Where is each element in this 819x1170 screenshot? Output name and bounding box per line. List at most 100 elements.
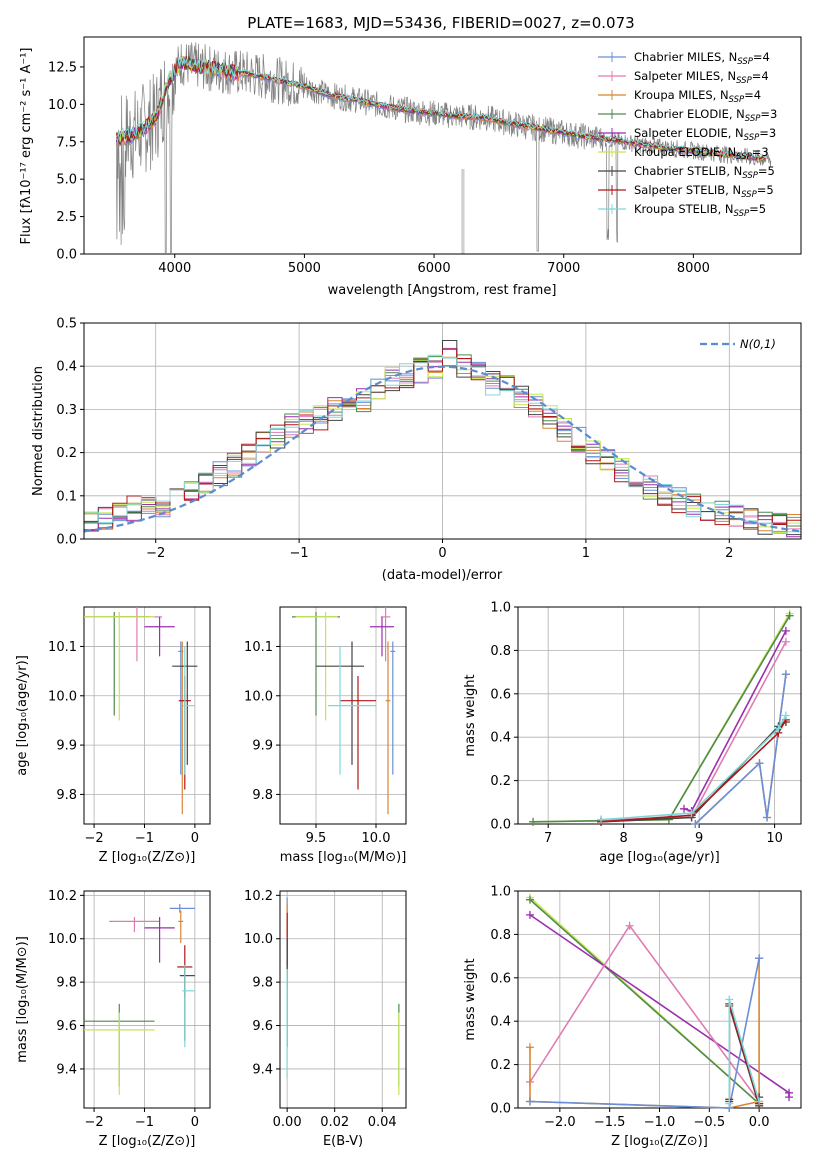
error-bar-salpeter_elodie [370,616,394,657]
x-tick-label: −2 [84,831,103,846]
y-tick-label: 7.5 [56,135,77,150]
error-bar-kroupa_stelib [328,646,376,775]
series-line-chabrier_elodie [533,615,791,823]
legend-item-kroupa_elodie: Kroupa ELODIE, NSSP=3 [598,145,769,162]
grid [518,606,801,825]
x-axis-label: age [log₁₀(age/yr)] [599,850,720,865]
legend-item-chabrier_miles: Chabrier MILES, NSSP=4 [598,50,770,67]
y-tick-label: 2.5 [56,210,77,225]
y-tick-label: 0.4 [490,1015,511,1030]
y-tick-label: 9.8 [56,788,77,803]
axes-frame [517,606,802,825]
y-tick-label: 10.0 [48,932,77,947]
series-marker-kroupa_stelib [755,1097,764,1106]
mass-weight-vs-metallicity-panel: −2.0 −1.5 −1.0 −0.5 0.0 0.0 0.2 0.4 0.6 0.8 1.0 Z [… [463,885,802,1149]
series-marker-chabrier_elodie [529,817,538,826]
error-bar-kroupa_stelib [182,964,195,1048]
y-tick-label: 0.0 [56,248,77,263]
series-line-chabrier_stelib [600,721,787,823]
y-tick-label: 0.0 [490,818,511,833]
y-tick-label: 12.5 [48,60,77,75]
x-axis-label: E(B-V) [323,1134,363,1149]
x-tick-label: 0 [438,546,446,561]
histogram-ylabel: Normed distribution [31,366,46,496]
x-tick-label: −1.5 [594,1115,626,1130]
series-marker-chabrier_miles [763,813,772,822]
error-bar-kroupa_miles [178,910,184,944]
series-marker-salpeter_elodie [781,626,790,635]
y-tick-label: 10.0 [48,98,77,113]
x-tick-label: 0.04 [368,1115,397,1130]
legend-label: Salpeter ELODIE, NSSP=3 [634,126,776,143]
weight-lines [525,893,794,1112]
series-marker-kroupa_stelib [781,711,790,720]
histogram-salpeter_stelib [84,348,801,531]
y-axis-label: mass weight [463,674,478,756]
y-tick-label: 0.2 [490,774,511,789]
normal-curve [84,365,801,533]
x-tick-label: −1 [135,831,154,846]
y-tick-label: 9.6 [252,1019,273,1034]
residual-histogram-panel: −2 −1 0 1 2 0.0 0.1 0.2 0.3 0.4 0.5 (data-model)/e… [31,317,802,583]
grid [280,891,406,1108]
y-tick-label: 0.6 [490,971,511,986]
series-marker-chabrier_elodie [525,895,534,904]
error-bars [286,897,400,1095]
y-tick-label: 0.1 [56,489,77,504]
y-tick-label: 0.2 [56,446,77,461]
y-tick-label: 9.9 [252,739,273,754]
y-tick-label: 9.8 [56,976,77,991]
error-bar-salpeter_elodie [144,917,175,963]
error-bar-chabrier_elodie [84,611,150,716]
x-tick-label: 0.0 [749,1115,770,1130]
x-tick-label: 7000 [547,261,580,276]
mass-vs-metallicity-panel: −2 −1 0 9.4 9.6 9.8 10.0 10.2 Z [log₁₀(Z/Z⊙)] mas… [15,889,211,1149]
legend-label: Kroupa MILES, NSSP=4 [634,88,761,105]
series-marker-chabrier_elodie [785,611,794,620]
series-line-kroupa_miles [529,958,760,1109]
series-line-chabrier_miles [694,674,787,825]
histogram-kroupa_stelib [84,354,801,534]
series-marker-chabrier_miles [781,670,790,679]
y-tick-label: 10.1 [48,640,77,655]
y-tick-label: 0.0 [490,1102,511,1117]
x-tick-label: 10.0 [362,831,391,846]
legend-item-salpeter_miles: Salpeter MILES, NSSP=4 [598,69,769,86]
y-tick-label: 9.4 [252,1062,273,1077]
y-tick-label: 9.8 [252,788,273,803]
x-tick-label: 10 [766,831,783,846]
y-tick-label: 0.3 [56,403,77,418]
x-tick-label: 4000 [158,261,191,276]
error-bar-chabrier_elodie [292,611,340,716]
x-tick-label: −1 [290,546,309,561]
y-tick-label: 5.0 [56,173,77,188]
legend-item-chabrier_stelib: Chabrier STELIB, NSSP=5 [598,164,775,181]
series-marker-kroupa_stelib [687,809,696,818]
legend-label: Chabrier ELODIE, NSSP=3 [634,107,777,124]
masked-region [461,169,465,254]
y-tick-label: 10.0 [48,689,77,704]
y-tick-label: 9.4 [56,1062,77,1077]
series-line-chabrier_miles [529,958,760,1109]
x-axis-label: Z [log₁₀(Z/Z⊙)] [99,850,196,865]
histogram-xlabel: (data-model)/error [382,568,503,583]
series-marker-chabrier_miles [691,820,700,828]
error-bars [84,904,195,1095]
series-marker-salpeter_elodie [785,1093,794,1102]
x-tick-label: −1.0 [644,1115,676,1130]
axes-frame [279,890,407,1109]
series-marker-kroupa_stelib [725,995,734,1004]
error-bars [292,607,396,815]
weight-lines [529,609,794,828]
legend-item-salpeter_elodie: Salpeter ELODIE, NSSP=3 [598,126,776,143]
mass-vs-ebv-panel: 0.00 0.02 0.04 9.4 9.6 9.8 10.0 10.2 E(B-V) [244,889,407,1149]
error-bar-kroupa_stelib [182,646,195,775]
x-tick-label: 0 [191,831,199,846]
series-marker-salpeter_elodie [680,804,689,813]
y-tick-label: 9.9 [56,739,77,754]
y-tick-label: 10.0 [244,932,273,947]
x-axis-label: mass [log₁₀(M/M⊙)] [280,850,407,865]
y-tick-label: 0.4 [490,731,511,746]
x-tick-label: 1 [582,546,590,561]
